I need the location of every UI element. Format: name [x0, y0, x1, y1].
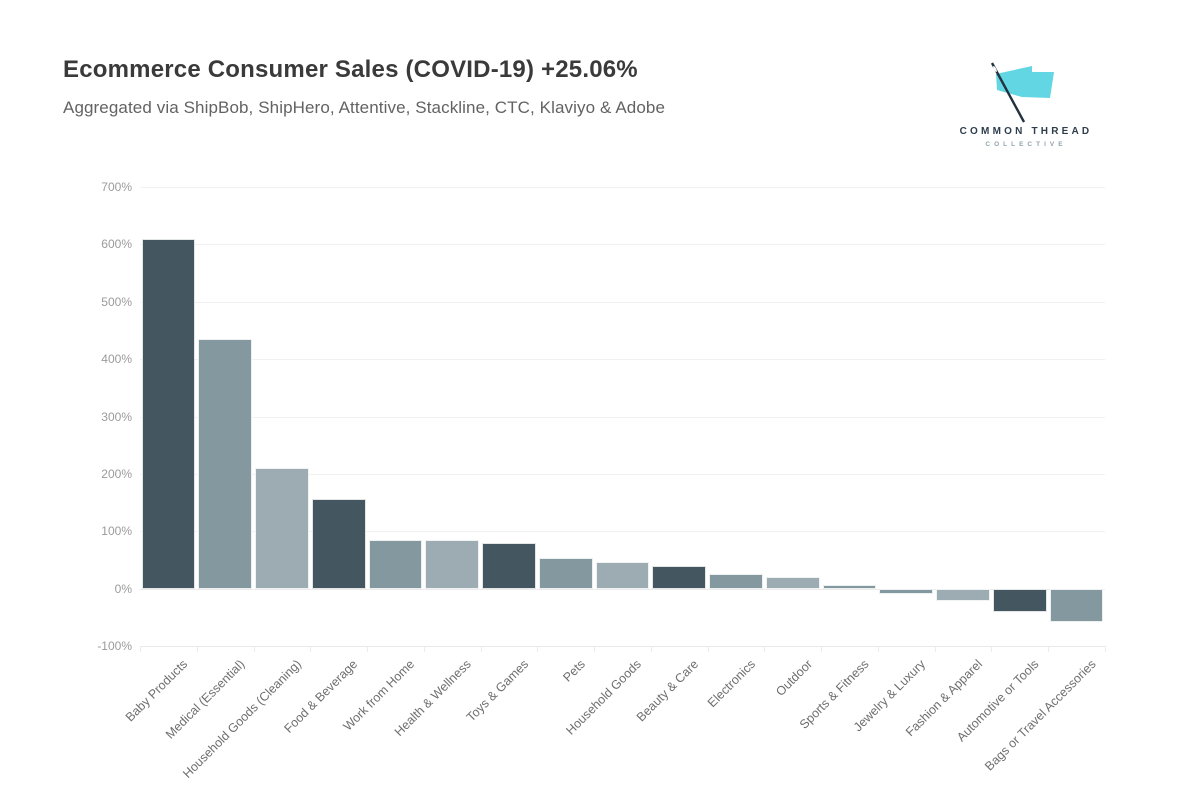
bar-food-beverage[interactable] [311, 499, 366, 589]
x-axis-label-household-goods-cleaning: Household Goods (Cleaning) [179, 657, 304, 781]
y-axis-label-500: 500% [101, 294, 132, 309]
x-axis-tick [877, 646, 879, 652]
gridline-0 [140, 588, 1105, 590]
x-axis-label-outdoor: Outdoor [772, 657, 815, 699]
needle-shape [990, 62, 1026, 123]
x-axis-tick [537, 646, 539, 652]
x-axis-tick [253, 646, 255, 652]
bar-outdoor[interactable] [765, 577, 820, 589]
y-axis-label-600: 600% [101, 237, 132, 252]
bar-medical-essential[interactable] [198, 339, 252, 589]
y-axis-label-300: 300% [101, 409, 132, 424]
bar-work-from-home[interactable] [368, 539, 423, 589]
logo-wordmark: COMMON THREAD [959, 126, 1093, 137]
flag-shape [996, 66, 1054, 98]
y-axis-label-400: 400% [101, 352, 132, 367]
x-axis-tick [650, 646, 652, 652]
bar-health-wellness[interactable] [425, 540, 480, 589]
bar-baby-products[interactable] [141, 238, 196, 589]
x-axis-tick [764, 646, 766, 652]
y-axis-label-100: 100% [101, 524, 132, 539]
bar-household-goods-cleaning[interactable] [255, 467, 309, 589]
x-axis-tick [196, 646, 198, 652]
x-axis-label-bags-or-travel-accessories: Bags or Travel Accessories [982, 657, 1099, 774]
logo-subwordmark: COLLECTIVE [985, 141, 1067, 148]
x-axis-line [140, 646, 1105, 647]
bar-bags-or-travel-accessories[interactable] [1049, 588, 1104, 623]
page-subtitle: Aggregated via ShipBob, ShipHero, Attent… [63, 98, 665, 117]
x-axis-label-pets: Pets [560, 657, 588, 685]
x-axis-tick [707, 646, 709, 652]
x-axis-tick [594, 646, 596, 652]
gridline-500 [140, 301, 1105, 303]
x-axis-tick [480, 646, 482, 652]
bar-household-goods[interactable] [595, 561, 650, 589]
gridline-200 [140, 473, 1105, 475]
chart-header: Ecommerce Consumer Sales (COVID-19) +25.… [63, 56, 665, 118]
gridline-400 [140, 359, 1105, 361]
x-axis-label-beauty-care: Beauty & Care [633, 657, 702, 725]
common-thread-collective-logo: COMMON THREAD COLLECTIVE [952, 60, 1100, 148]
needle-eye [993, 65, 997, 73]
y-axis-label-0: 0% [114, 581, 132, 596]
page-title: Ecommerce Consumer Sales (COVID-19) +25.… [63, 56, 638, 83]
x-axis-tick [423, 646, 425, 652]
bar-electronics[interactable] [709, 573, 763, 589]
bar-toys-games[interactable] [482, 543, 536, 589]
needle-flag-icon [990, 62, 1054, 123]
x-axis-tick [934, 646, 936, 652]
x-axis-tick [991, 646, 993, 652]
x-axis-label-electronics: Electronics [704, 657, 758, 711]
x-axis-tick [821, 646, 823, 652]
x-axis-tick [1105, 646, 1106, 652]
bar-beauty-care[interactable] [652, 565, 707, 589]
bar-automotive-or-tools[interactable] [992, 588, 1047, 612]
gridline-600 [140, 244, 1105, 246]
x-axis-tick [310, 646, 312, 652]
y-axis-label-700: 700% [101, 180, 132, 194]
x-axis-tick [140, 646, 141, 652]
gridline-300 [140, 416, 1105, 418]
bar-pets[interactable] [538, 557, 593, 589]
gridline-700 [140, 187, 1105, 188]
x-axis-tick [1048, 646, 1050, 652]
y-axis-label-200: 200% [101, 466, 132, 481]
gridline-100 [140, 531, 1105, 533]
bar-sports-fitness[interactable] [822, 585, 877, 589]
x-axis-tick [367, 646, 369, 652]
bar-fashion-apparel[interactable] [936, 588, 990, 601]
y-axis-label--100: -100% [97, 639, 132, 653]
bar-jewelry-luxury[interactable] [879, 588, 934, 594]
